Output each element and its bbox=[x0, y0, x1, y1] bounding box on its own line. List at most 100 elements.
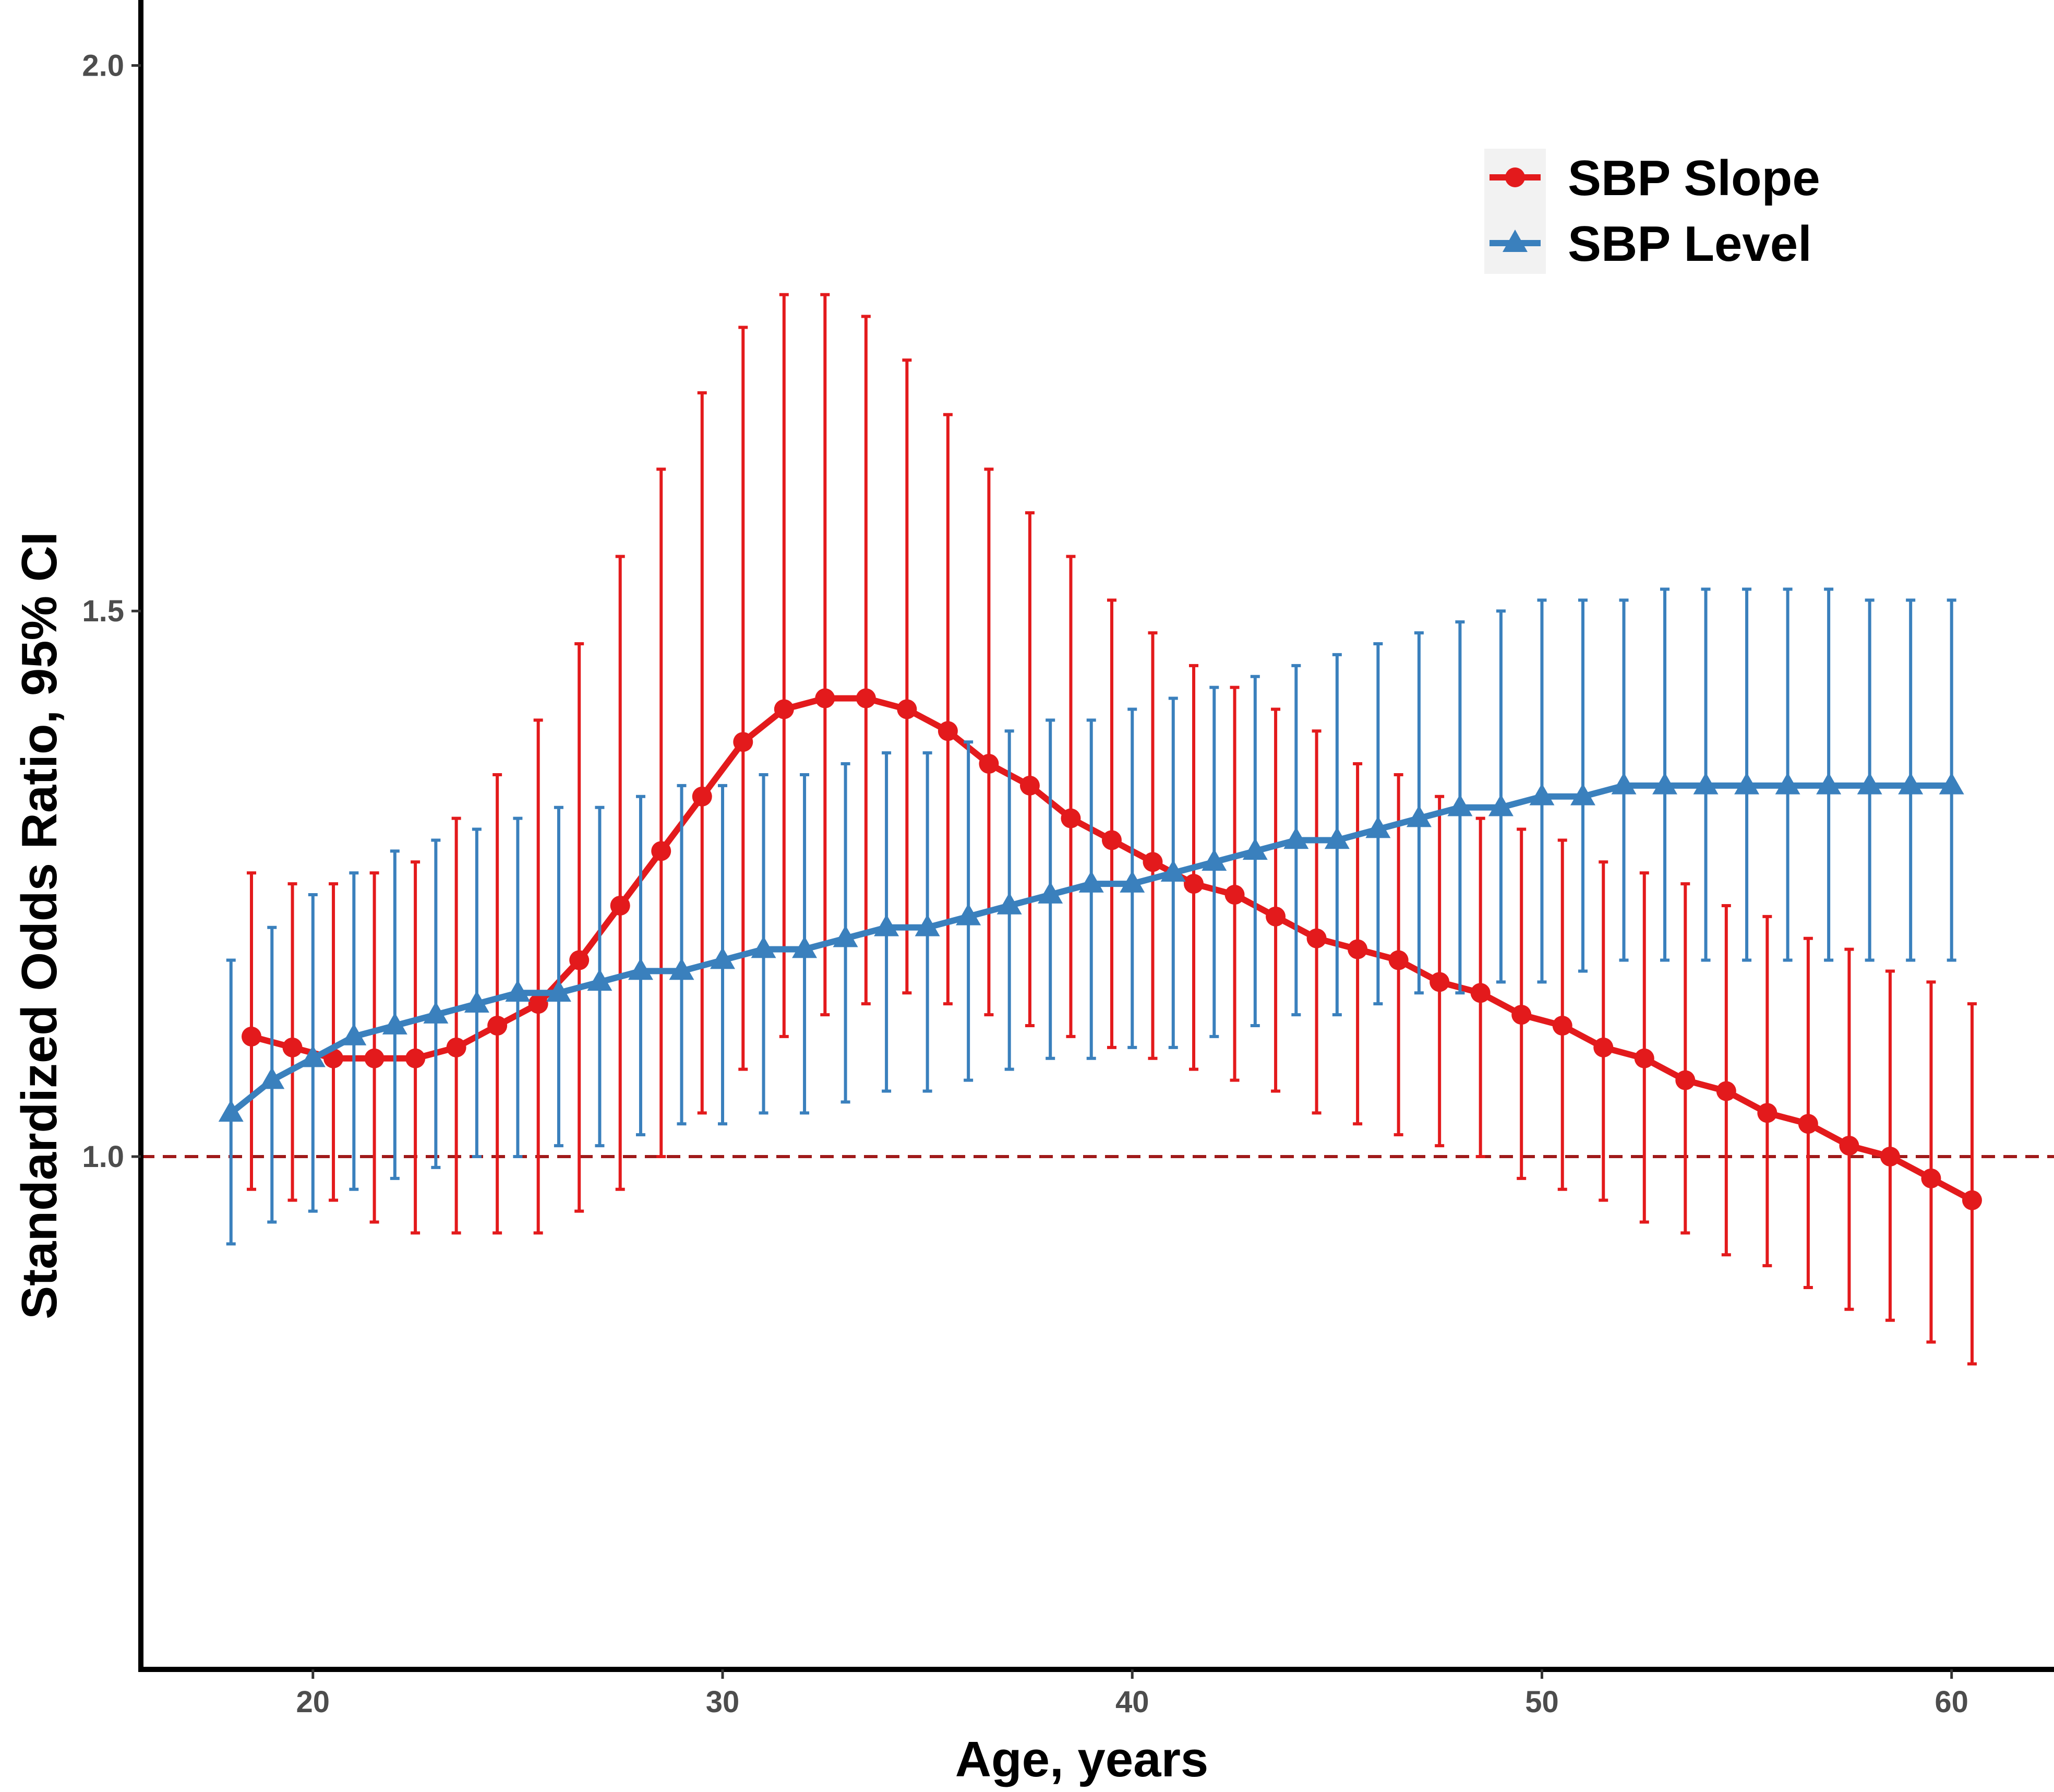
error-bar bbox=[1148, 631, 1158, 1060]
error-bar bbox=[656, 467, 666, 1158]
axes: 1.0 1.5 2.0 20 30 40 50 60 bbox=[82, 0, 2054, 1719]
series-sbp-level bbox=[218, 587, 1964, 1246]
data-point bbox=[364, 1048, 385, 1068]
data-point bbox=[751, 936, 776, 958]
error-bar bbox=[1230, 685, 1240, 1082]
legend-label: SBP Level bbox=[1568, 216, 1812, 272]
legend-item: SBP Level bbox=[1490, 216, 1812, 272]
data-point bbox=[669, 958, 694, 980]
legend-marker bbox=[1505, 167, 1525, 187]
data-point bbox=[874, 914, 899, 936]
data-point bbox=[300, 1045, 326, 1067]
data-point bbox=[938, 721, 958, 741]
data-point bbox=[1570, 783, 1595, 805]
data-point bbox=[1675, 1070, 1696, 1090]
data-point bbox=[1593, 1037, 1614, 1057]
error-bar bbox=[533, 718, 543, 1235]
data-point bbox=[405, 1048, 426, 1068]
error-bar bbox=[943, 413, 953, 1006]
error-bar bbox=[329, 882, 339, 1202]
error-bar bbox=[1025, 511, 1035, 1028]
error-bar bbox=[1885, 969, 1895, 1322]
data-point bbox=[1160, 860, 1186, 882]
error-bar bbox=[1639, 871, 1649, 1224]
error-bar bbox=[554, 805, 563, 1148]
legend-marker bbox=[1503, 230, 1528, 252]
data-point bbox=[1266, 906, 1286, 927]
x-tick-label: 60 bbox=[1935, 1685, 1968, 1719]
error-bar bbox=[1803, 936, 1813, 1289]
error-bar bbox=[677, 784, 687, 1126]
data-point bbox=[505, 980, 531, 1002]
plot-area bbox=[141, 293, 2054, 1366]
data-point bbox=[1921, 1168, 1941, 1188]
data-point bbox=[1242, 838, 1268, 860]
data-point bbox=[382, 1012, 407, 1035]
data-point bbox=[569, 950, 590, 970]
data-point bbox=[1652, 772, 1678, 795]
data-point bbox=[1038, 881, 1063, 904]
data-point bbox=[1857, 772, 1882, 795]
error-bar bbox=[369, 871, 379, 1224]
data-point bbox=[628, 958, 653, 980]
error-bar bbox=[1844, 947, 1854, 1311]
error-bar bbox=[984, 467, 994, 1017]
data-point bbox=[1019, 775, 1040, 796]
data-point bbox=[1470, 983, 1491, 1003]
error-bar bbox=[697, 391, 707, 1115]
data-point bbox=[242, 1026, 262, 1047]
data-point bbox=[487, 1016, 508, 1036]
legend-item: SBP Slope bbox=[1490, 150, 1820, 206]
data-point bbox=[1552, 1016, 1572, 1036]
error-bar bbox=[1599, 860, 1608, 1202]
data-point bbox=[1202, 849, 1227, 871]
data-point bbox=[446, 1037, 466, 1057]
data-point bbox=[587, 969, 612, 991]
error-bar bbox=[820, 293, 830, 1017]
data-point bbox=[792, 936, 818, 958]
data-point bbox=[1716, 1081, 1736, 1101]
data-point bbox=[1430, 972, 1450, 992]
data-point bbox=[546, 980, 571, 1002]
y-axis-title: Standardized Odds Ratio, 95% CI bbox=[11, 532, 67, 1319]
data-point bbox=[1798, 1114, 1818, 1134]
data-point bbox=[1839, 1136, 1859, 1156]
data-point bbox=[1447, 794, 1473, 816]
data-point bbox=[1061, 808, 1081, 828]
data-point bbox=[1962, 1190, 1982, 1210]
data-point bbox=[218, 1100, 244, 1122]
data-point bbox=[1348, 939, 1368, 959]
data-point bbox=[1120, 870, 1145, 893]
x-tick-label: 50 bbox=[1525, 1685, 1559, 1719]
data-point bbox=[259, 1067, 285, 1089]
data-point bbox=[979, 754, 999, 774]
legend: SBP Slope SBP Level bbox=[1484, 149, 1820, 274]
data-point bbox=[1880, 1146, 1900, 1166]
data-point bbox=[651, 841, 671, 861]
error-bar bbox=[451, 816, 461, 1235]
x-tick-label: 30 bbox=[706, 1685, 740, 1719]
data-point bbox=[464, 990, 489, 1013]
data-point bbox=[1816, 772, 1842, 795]
data-point bbox=[897, 699, 917, 719]
error-bar bbox=[1721, 904, 1731, 1257]
error-bar bbox=[1762, 915, 1772, 1268]
error-bar bbox=[779, 293, 789, 1038]
data-point bbox=[1734, 772, 1760, 795]
data-point bbox=[1693, 772, 1719, 795]
data-point bbox=[1775, 772, 1800, 795]
data-point bbox=[1406, 805, 1432, 827]
data-point bbox=[833, 925, 858, 947]
error-bar bbox=[615, 555, 625, 1191]
data-point bbox=[915, 914, 940, 936]
error-bar bbox=[1967, 1002, 1977, 1366]
error-bar bbox=[574, 642, 584, 1213]
data-point bbox=[1224, 885, 1245, 905]
x-tick-label: 40 bbox=[1115, 1685, 1149, 1719]
error-bar bbox=[1107, 598, 1116, 1049]
data-point bbox=[774, 699, 794, 719]
y-tick-label: 1.5 bbox=[82, 594, 124, 628]
error-bar bbox=[1435, 795, 1445, 1148]
